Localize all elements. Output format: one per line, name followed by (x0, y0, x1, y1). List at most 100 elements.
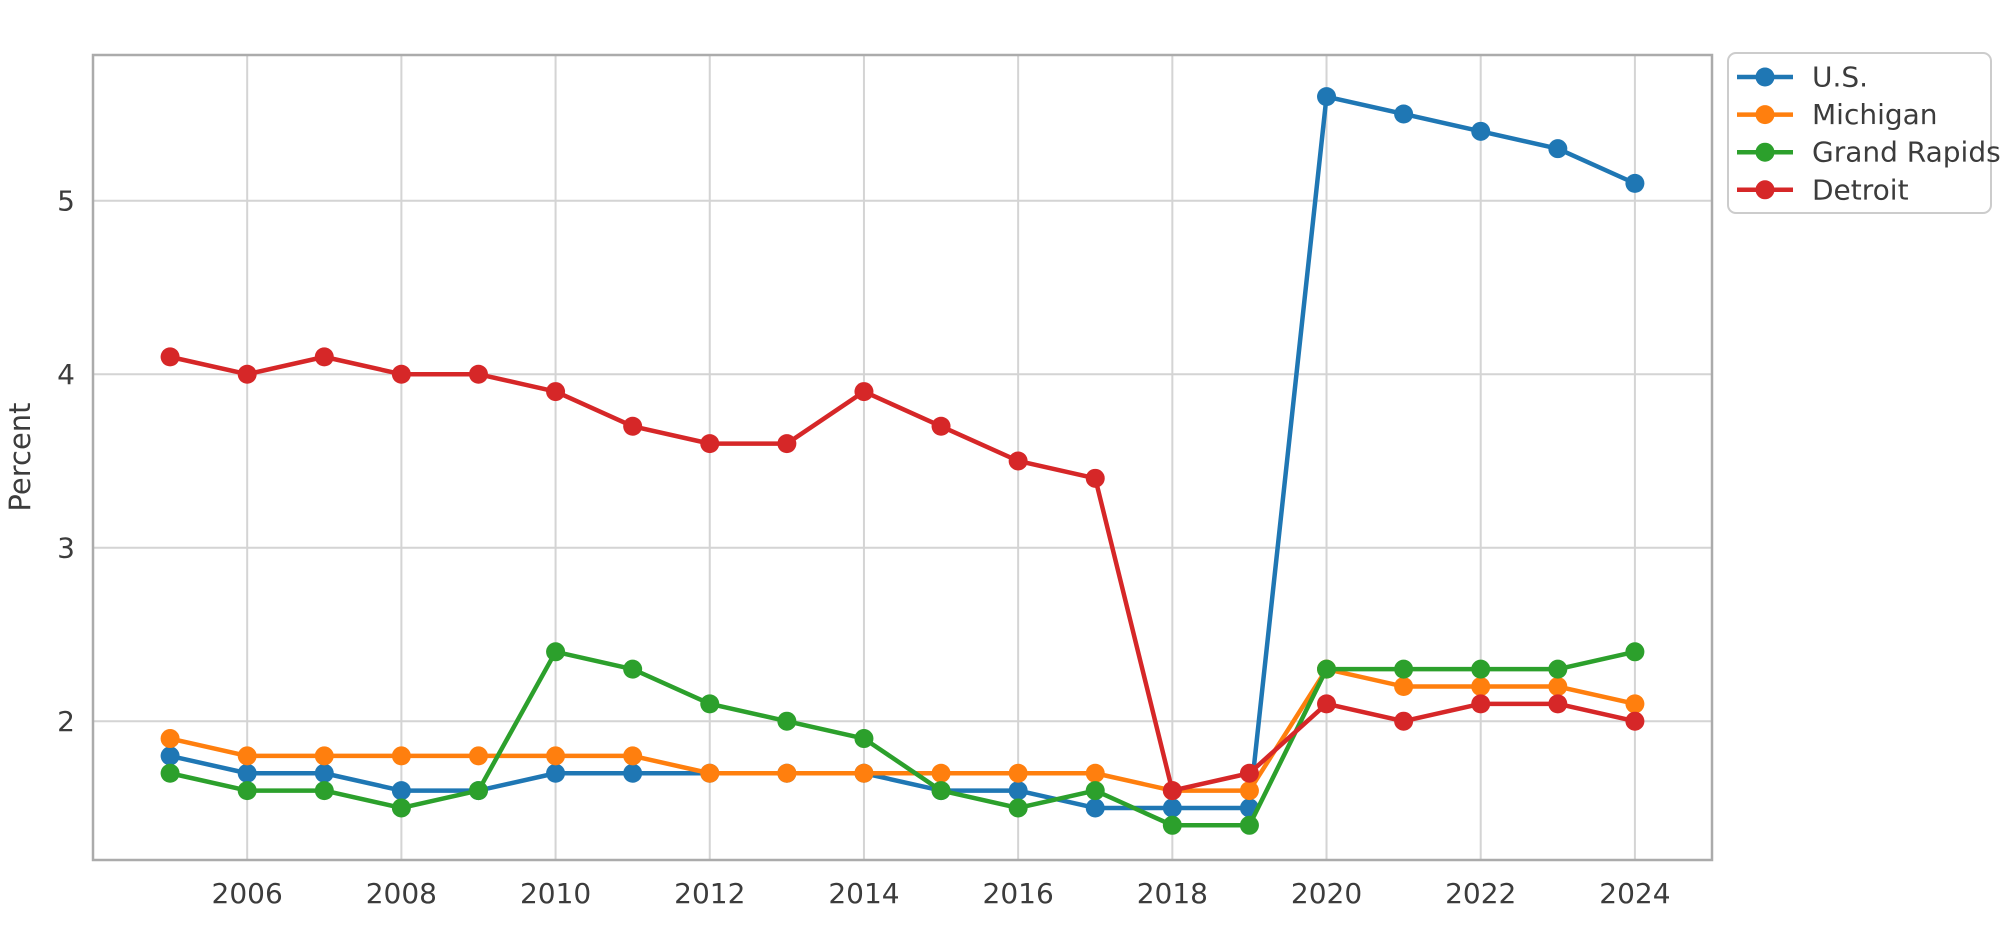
series-line-detroit (167, 354, 1638, 793)
data-point-detroit-2020 (1317, 694, 1337, 714)
data-point-grand-rapids-2013 (777, 711, 797, 731)
data-point-grand-rapids-2015 (931, 781, 951, 801)
series-line-michigan (167, 666, 1638, 793)
data-point-u-s-2010 (546, 763, 566, 783)
legend-label-u-s: U.S. (1812, 61, 1868, 94)
data-point-grand-rapids-2007 (314, 781, 334, 801)
x-tick-label-2018: 2018 (1137, 877, 1208, 910)
data-point-michigan-2013 (777, 763, 797, 783)
data-point-michigan-2019 (1239, 781, 1259, 801)
data-point-detroit-2005 (160, 347, 180, 367)
x-tick-label-2022: 2022 (1445, 877, 1516, 910)
x-tick-label-2012: 2012 (674, 877, 745, 910)
data-point-michigan-2022 (1471, 677, 1491, 697)
data-point-detroit-2011 (623, 416, 643, 436)
data-point-michigan-2006 (237, 746, 257, 766)
data-point-grand-rapids-2018 (1162, 815, 1182, 835)
data-point-u-s-2021 (1394, 104, 1414, 124)
data-point-grand-rapids-2014 (854, 729, 874, 749)
y-axis-tick-labels: 2 3 4 5 (57, 185, 75, 738)
y-axis-label: Percent (3, 402, 37, 511)
data-point-detroit-2015 (931, 416, 951, 436)
data-point-u-s-2017 (1085, 798, 1105, 818)
data-point-u-s-2005 (160, 746, 180, 766)
series-detroit (160, 347, 1645, 801)
legend: U.S. Michigan Grand Rapids Detroit (1727, 52, 2000, 214)
data-point-detroit-2006 (237, 364, 257, 384)
series-u-s (160, 87, 1645, 818)
data-point-grand-rapids-2005 (160, 763, 180, 783)
data-point-u-s-2007 (314, 763, 334, 783)
data-point-u-s-2016 (1008, 781, 1028, 801)
legend-marker-grand-rapids (1755, 142, 1775, 162)
data-point-grand-rapids-2010 (546, 642, 566, 662)
data-point-michigan-2016 (1008, 763, 1028, 783)
data-point-detroit-2022 (1471, 694, 1491, 714)
data-point-michigan-2007 (314, 746, 334, 766)
x-tick-label-2020: 2020 (1291, 877, 1362, 910)
gridlines (93, 55, 1712, 860)
data-point-detroit-2013 (777, 434, 797, 454)
legend-marker-detroit (1755, 180, 1775, 200)
series-grand-rapids (160, 642, 1645, 835)
data-point-detroit-2012 (700, 434, 720, 454)
data-point-u-s-2011 (623, 763, 643, 783)
data-point-grand-rapids-2006 (237, 781, 257, 801)
data-point-grand-rapids-2016 (1008, 798, 1028, 818)
legend-marker-u-s (1755, 67, 1775, 87)
data-point-detroit-2014 (854, 382, 874, 402)
data-point-detroit-2018 (1162, 781, 1182, 801)
data-point-detroit-2019 (1239, 763, 1259, 783)
legend-item-u-s: U.S. (1737, 61, 1868, 94)
data-point-grand-rapids-2019 (1239, 815, 1259, 835)
data-point-michigan-2005 (160, 729, 180, 749)
data-point-michigan-2009 (468, 746, 488, 766)
data-point-michigan-2008 (391, 746, 411, 766)
legend-item-detroit: Detroit (1737, 173, 1909, 206)
data-point-grand-rapids-2021 (1394, 659, 1414, 679)
x-tick-label-2006: 2006 (212, 877, 283, 910)
y-tick-label-4: 4 (57, 358, 75, 391)
data-point-u-s-2006 (237, 763, 257, 783)
data-point-detroit-2017 (1085, 468, 1105, 488)
data-point-u-s-2008 (391, 781, 411, 801)
data-point-grand-rapids-2023 (1548, 659, 1568, 679)
data-point-michigan-2017 (1085, 763, 1105, 783)
legend-item-grand-rapids: Grand Rapids (1737, 136, 2000, 169)
x-tick-label-2024: 2024 (1599, 877, 1670, 910)
series-line-u-s (167, 94, 1638, 811)
y-tick-label-5: 5 (57, 185, 75, 218)
data-point-grand-rapids-2011 (623, 659, 643, 679)
data-point-grand-rapids-2009 (468, 781, 488, 801)
data-point-grand-rapids-2008 (391, 798, 411, 818)
data-point-michigan-2012 (700, 763, 720, 783)
data-point-detroit-2016 (1008, 451, 1028, 471)
data-point-u-s-2022 (1471, 121, 1491, 141)
data-point-michigan-2015 (931, 763, 951, 783)
x-axis-tick-labels: 2006 2008 2010 2012 2014 2016 2018 2020 2022 2024 (212, 877, 1671, 910)
x-tick-label-2016: 2016 (983, 877, 1054, 910)
data-point-grand-rapids-2024 (1625, 642, 1645, 662)
data-point-u-s-2023 (1548, 139, 1568, 159)
data-point-u-s-2024 (1625, 173, 1645, 193)
data-point-detroit-2007 (314, 347, 334, 367)
data-point-u-s-2020 (1317, 87, 1337, 107)
legend-marker-michigan (1755, 105, 1775, 125)
data-point-michigan-2011 (623, 746, 643, 766)
y-tick-label-2: 2 (57, 705, 75, 738)
legend-item-michigan: Michigan (1737, 98, 1938, 131)
data-point-michigan-2021 (1394, 677, 1414, 697)
legend-label-grand-rapids: Grand Rapids (1812, 136, 2000, 169)
series-michigan (160, 659, 1645, 801)
series-line-grand-rapids (167, 649, 1638, 828)
data-point-grand-rapids-2022 (1471, 659, 1491, 679)
y-tick-label-3: 3 (57, 532, 75, 565)
data-point-detroit-2008 (391, 364, 411, 384)
legend-label-michigan: Michigan (1812, 98, 1938, 131)
data-point-michigan-2014 (854, 763, 874, 783)
data-point-grand-rapids-2020 (1317, 659, 1337, 679)
legend-label-detroit: Detroit (1812, 173, 1909, 206)
data-point-grand-rapids-2012 (700, 694, 720, 714)
